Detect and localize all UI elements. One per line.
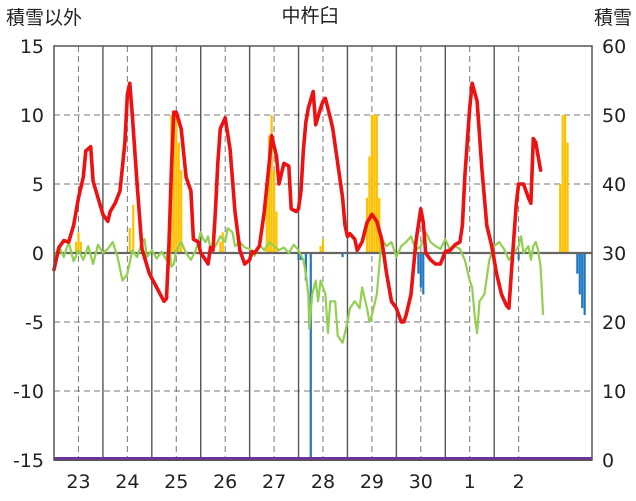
orange-bar: [559, 184, 562, 253]
orange-bar: [180, 170, 183, 253]
orange-bar: [77, 232, 80, 253]
blue-bar: [422, 253, 425, 295]
x-tick-label: 2: [513, 471, 525, 493]
orange-bar: [270, 115, 273, 253]
series-lines: [52, 81, 592, 461]
blue-bar: [576, 253, 579, 274]
orange-bar: [561, 115, 564, 253]
y-left-tick-label: -15: [13, 450, 44, 472]
orange-bar: [219, 241, 222, 253]
orange-bar: [275, 211, 278, 253]
y-left-tick-label: -5: [25, 312, 44, 334]
blue-bar: [341, 253, 344, 258]
blue-bar: [578, 253, 581, 295]
orange-bar: [128, 228, 131, 253]
orange-bar: [265, 184, 268, 253]
y-left-tick-label: -10: [13, 381, 44, 403]
orange-bar: [272, 170, 276, 253]
y-right-tick-label: 50: [602, 105, 626, 127]
orange-bar: [563, 115, 567, 253]
y-left-tick-label: 15: [20, 36, 44, 58]
orange-bar: [368, 156, 371, 253]
orange-bar: [268, 135, 271, 253]
blue-bar: [419, 253, 422, 288]
y-right-tick-label: 40: [602, 174, 626, 196]
x-tick-label: 28: [311, 471, 335, 493]
y-right-tick-label: 10: [602, 381, 626, 403]
plot-border: [53, 45, 593, 461]
y-right-tick-label: 60: [602, 36, 626, 58]
y-right-tick-label: 0: [602, 450, 614, 472]
x-tick-label: 23: [66, 471, 90, 493]
x-tick-label: 29: [360, 471, 384, 493]
orange-bar: [172, 115, 175, 253]
blue-bar: [304, 253, 307, 281]
labels: 中杵臼 積雪以外 積雪 151050-5-10-1560504030201002…: [6, 5, 632, 493]
y-axis-left-label: 積雪以外: [6, 7, 82, 29]
blue-bar: [583, 253, 586, 316]
red-series-line: [52, 81, 543, 324]
orange-bar: [74, 241, 78, 253]
green-series-line: [52, 227, 545, 344]
blue-bar: [517, 253, 520, 260]
x-tick-label: 25: [164, 471, 188, 493]
y-left-tick-label: 10: [20, 105, 44, 127]
x-tick-label: 1: [464, 471, 476, 493]
plot-frame: [53, 45, 593, 461]
orange-bar: [132, 204, 135, 253]
orange-bar: [221, 232, 224, 253]
orange-bar: [566, 142, 569, 253]
orange-bar: [177, 142, 180, 253]
orange-bar: [370, 115, 374, 253]
y-left-tick-label: 5: [32, 174, 44, 196]
blue-bar: [309, 253, 312, 460]
orange-bar: [175, 115, 178, 253]
orange-bar: [375, 115, 378, 253]
x-tick-label: 30: [409, 471, 433, 493]
orange-bar: [321, 239, 325, 253]
y-axis-right-label: 積雪: [594, 7, 632, 29]
orange-bar: [79, 241, 83, 253]
chart-title: 中杵臼: [281, 5, 338, 27]
orange-bar: [319, 246, 322, 253]
x-tick-label: 26: [213, 471, 237, 493]
y-right-tick-label: 20: [602, 312, 626, 334]
blue-bar: [581, 253, 584, 309]
blue-bar: [417, 253, 420, 274]
blue-bar: [297, 253, 300, 260]
x-tick-label: 24: [115, 471, 139, 493]
x-tick-label: 27: [262, 471, 286, 493]
y-left-tick-label: 0: [32, 243, 44, 265]
orange-bar: [373, 115, 376, 253]
y-right-tick-label: 30: [602, 243, 626, 265]
